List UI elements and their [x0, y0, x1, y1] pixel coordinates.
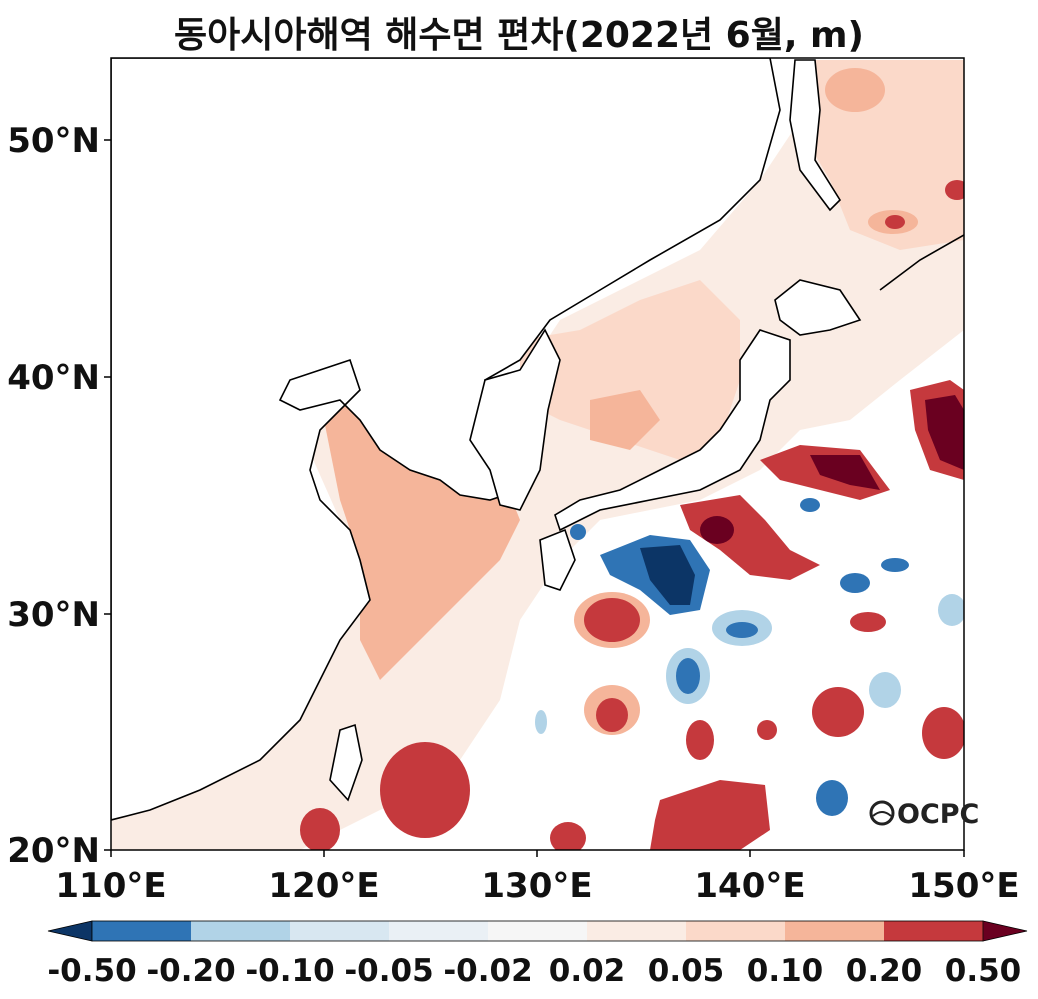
map-title: 동아시아해역 해수면 편차(2022년 6월, m) — [173, 15, 865, 56]
colorbar-segment — [686, 921, 786, 941]
colorbar-segment — [587, 921, 687, 941]
colorbar-label: 0.50 — [945, 953, 1022, 989]
colorbar-segment — [488, 921, 588, 941]
colorbar-over-arrow — [982, 920, 1028, 942]
colorbar-segment — [884, 921, 984, 941]
colorbar-segment — [290, 921, 390, 941]
lon-tick-130: 130°E — [481, 866, 592, 906]
strongest-positive-ne — [925, 395, 964, 470]
colorbar-label: -0.02 — [443, 953, 532, 989]
lon-tick-140: 140°E — [694, 866, 805, 906]
colorbar-under-arrow — [47, 920, 93, 942]
sea-of-japan-spots — [590, 390, 660, 450]
mainland-asia — [111, 58, 781, 821]
colorbar-segment — [389, 921, 489, 941]
taiwan — [329, 723, 363, 802]
colorbar-label: -0.50 — [47, 953, 136, 989]
lat-tick-40: 40°N — [7, 358, 100, 398]
korea-peninsula — [469, 328, 561, 511]
lon-tick-110: 110°E — [55, 866, 166, 906]
colorbar-label: 0.02 — [549, 953, 626, 989]
lon-tick-150: 150°E — [908, 866, 1019, 906]
colorbar-segment — [785, 921, 885, 941]
sakhalin — [789, 59, 842, 212]
japan-honshu — [554, 329, 791, 532]
positive-south-center — [650, 780, 770, 850]
kuril-islands — [879, 234, 964, 291]
colorbar-label: 0.10 — [747, 953, 824, 989]
colorbar: -0.50 -0.20 -0.10 -0.05 -0.02 0.02 0.05 0.10 0.2… — [47, 920, 1028, 989]
colorbar-label: -0.20 — [146, 953, 235, 989]
colorbar-segment — [92, 921, 192, 941]
japan-kyushu — [539, 528, 576, 591]
lon-tick-120: 120°E — [268, 866, 379, 906]
lat-tick-50: 50°N — [7, 121, 100, 161]
lat-tick-20: 20°N — [7, 831, 100, 871]
strongest-positive-east — [810, 455, 880, 490]
sea-of-japan-region — [520, 280, 740, 460]
colorbar-label: -0.05 — [344, 953, 433, 989]
strong-negative-eddy — [640, 545, 695, 605]
colorbar-segment — [191, 921, 291, 941]
lat-tick-30: 30°N — [7, 595, 100, 635]
japan-hokkaido — [774, 279, 862, 336]
colorbar-label: 0.20 — [846, 953, 923, 989]
colorbar-label: 0.05 — [648, 953, 725, 989]
logo-text: OCPC — [897, 799, 979, 830]
coastline — [111, 58, 964, 821]
colorbar-label: -0.10 — [245, 953, 334, 989]
ocpc-logo: OCPC — [869, 799, 979, 830]
